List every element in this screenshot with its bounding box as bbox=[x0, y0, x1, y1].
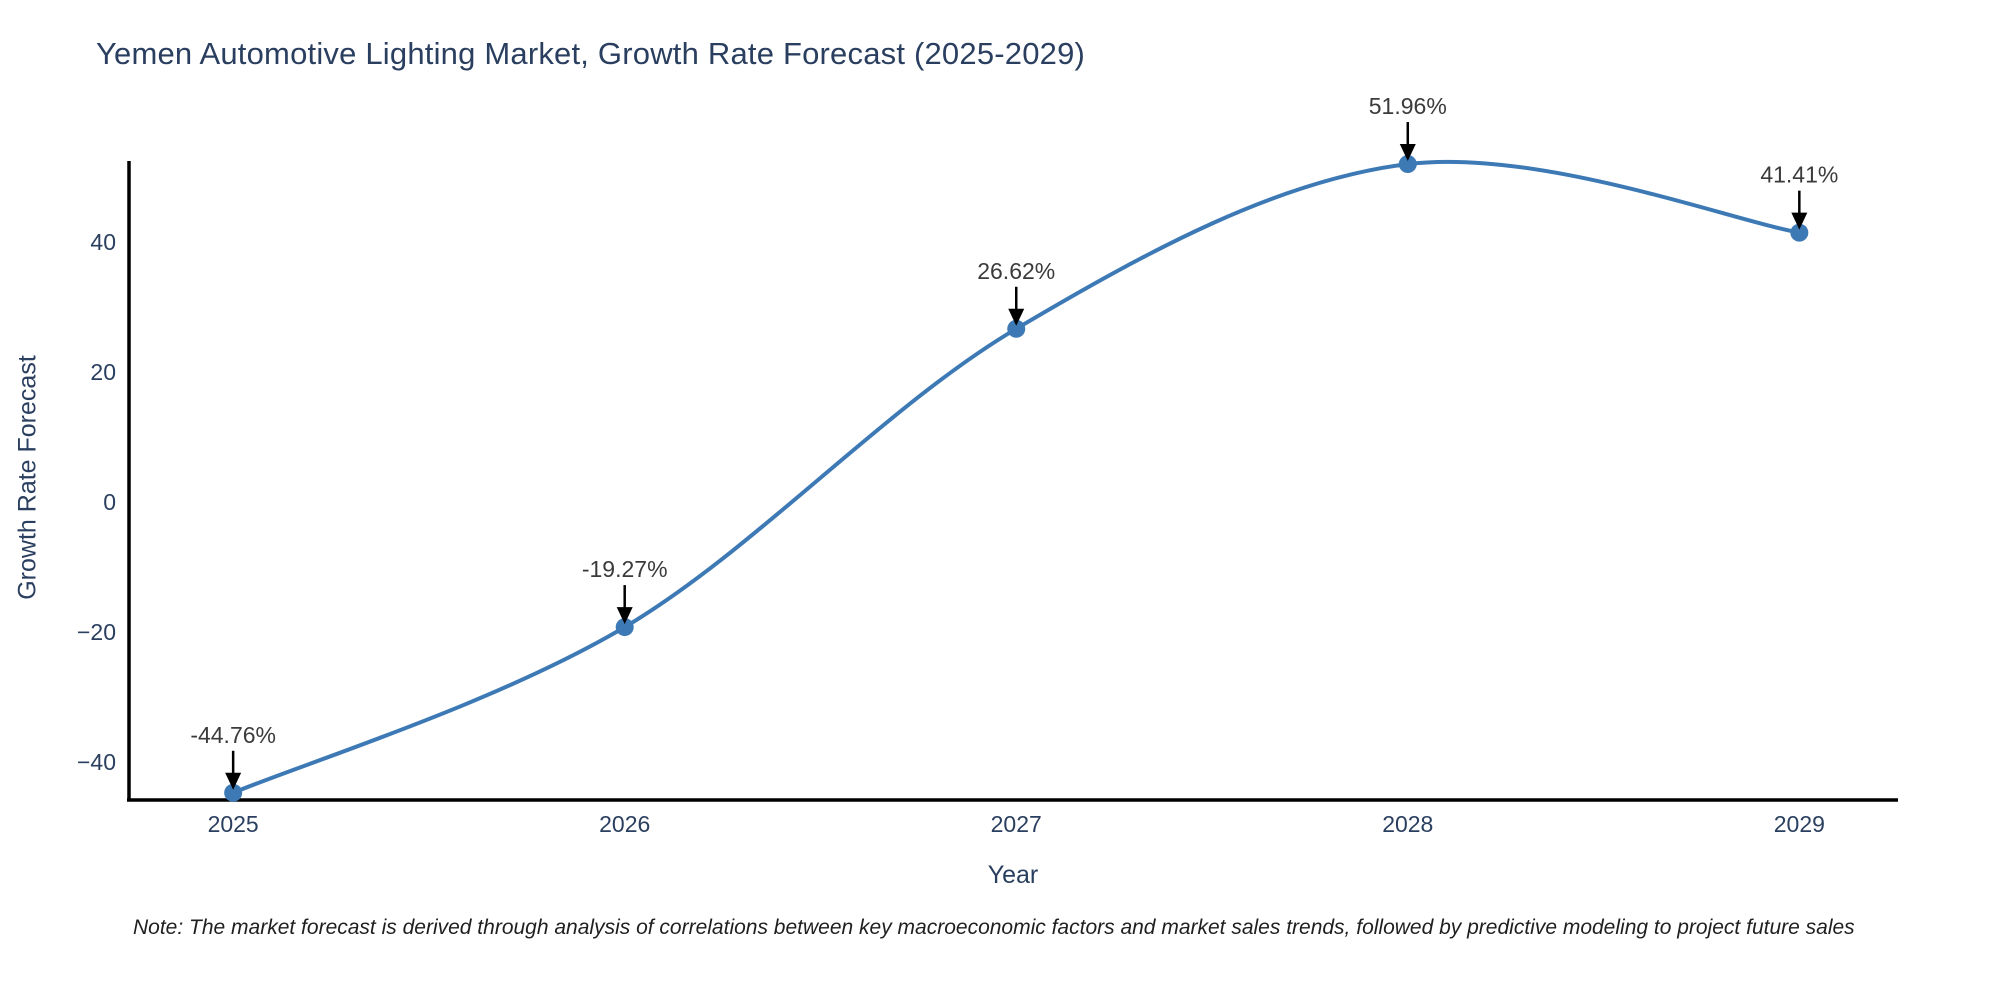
x-tick-label: 2026 bbox=[599, 811, 650, 837]
point-annotation: 26.62% bbox=[977, 258, 1055, 284]
annotation-arrowhead bbox=[225, 772, 242, 790]
point-annotation: -44.76% bbox=[190, 722, 276, 748]
annotation-arrowhead bbox=[1791, 212, 1808, 230]
annotation-arrowhead bbox=[616, 607, 633, 625]
y-tick-label: −20 bbox=[77, 619, 116, 645]
y-tick-label: 20 bbox=[90, 359, 116, 385]
data-point[interactable] bbox=[224, 783, 243, 802]
y-tick-label: 40 bbox=[90, 229, 116, 255]
x-tick-label: 2025 bbox=[208, 811, 259, 837]
point-annotation: 41.41% bbox=[1760, 162, 1838, 188]
footnote: Note: The market forecast is derived thr… bbox=[133, 916, 1855, 939]
x-tick-label: 2029 bbox=[1774, 811, 1825, 837]
x-tick-label: 2027 bbox=[991, 811, 1042, 837]
point-annotation: 51.96% bbox=[1369, 93, 1447, 119]
y-tick-label: −40 bbox=[77, 749, 116, 775]
data-point[interactable] bbox=[1398, 155, 1417, 174]
data-point[interactable] bbox=[1790, 223, 1809, 242]
point-annotation: -19.27% bbox=[582, 556, 668, 582]
x-axis-title: Year bbox=[987, 861, 1039, 889]
curve-line bbox=[231, 159, 1802, 795]
annotation-arrowhead bbox=[1008, 308, 1025, 326]
y-tick-label: 0 bbox=[103, 489, 116, 515]
annotation-arrowhead bbox=[1399, 144, 1416, 162]
data-point[interactable] bbox=[1007, 319, 1026, 338]
x-tick-label: 2028 bbox=[1382, 811, 1433, 837]
data-point[interactable] bbox=[615, 618, 634, 637]
chart-title: Yemen Automotive Lighting Market, Growth… bbox=[96, 36, 1086, 71]
